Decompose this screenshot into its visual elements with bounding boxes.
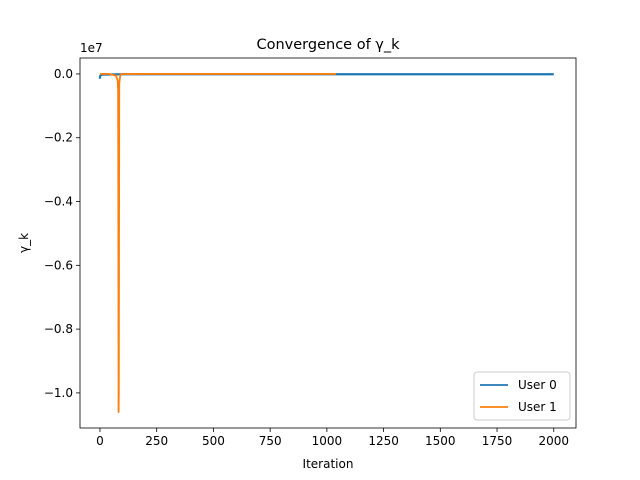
x-axis-label: Iteration bbox=[303, 457, 354, 471]
x-tick-label: 2000 bbox=[538, 434, 569, 448]
x-tick-label: 1750 bbox=[482, 434, 513, 448]
axes-frame bbox=[79, 57, 577, 429]
series-line-user-1 bbox=[99, 73, 336, 413]
x-tick-label: 250 bbox=[145, 434, 168, 448]
chart-title: Convergence of γ_k bbox=[256, 37, 400, 53]
series-line-user-0 bbox=[98, 73, 554, 79]
legend-label: User 0 bbox=[518, 378, 557, 392]
x-axis: 0 250 500 750 1000 1250 1500 1750 2000 bbox=[96, 428, 569, 448]
x-tick-label: 750 bbox=[259, 434, 282, 448]
legend: User 0 User 1 bbox=[473, 371, 571, 421]
y-tick-label: −0.2 bbox=[44, 131, 73, 145]
y-tick-label: −0.6 bbox=[44, 258, 73, 272]
y-axis: 0.0 −0.2 −0.4 −0.6 −0.8 −1.0 bbox=[44, 67, 80, 400]
legend-box bbox=[473, 371, 571, 421]
series-layer bbox=[98, 73, 554, 413]
x-tick-label: 500 bbox=[202, 434, 225, 448]
y-tick-label: 0.0 bbox=[54, 67, 73, 81]
x-tick-label: 0 bbox=[96, 434, 104, 448]
y-tick-label: −1.0 bbox=[44, 386, 73, 400]
y-axis-label: γ_k bbox=[17, 233, 31, 253]
y-tick-label: −0.4 bbox=[44, 195, 73, 209]
y-tick-label: −0.8 bbox=[44, 322, 73, 336]
x-tick-label: 1000 bbox=[312, 434, 343, 448]
y-offset-label: 1e7 bbox=[80, 41, 103, 55]
x-tick-label: 1250 bbox=[368, 434, 399, 448]
x-tick-label: 1500 bbox=[425, 434, 456, 448]
legend-label: User 1 bbox=[518, 400, 557, 414]
